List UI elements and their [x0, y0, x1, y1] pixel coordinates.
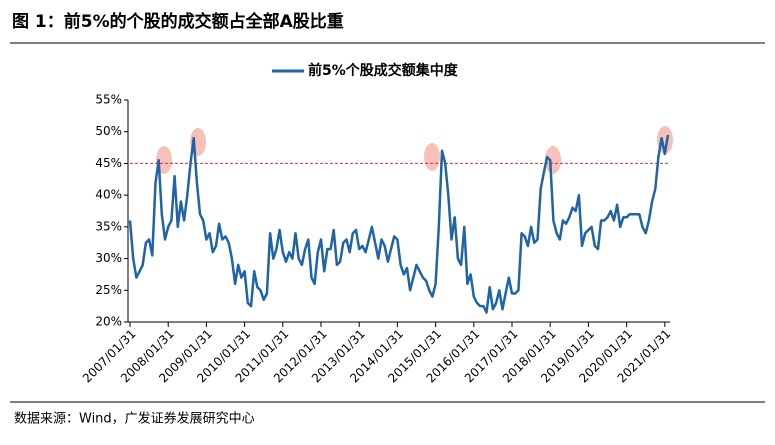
- highlight: [424, 143, 440, 171]
- y-tick-label: 55%: [95, 93, 122, 107]
- legend-label: 前5%个股成交额集中度: [308, 62, 459, 79]
- y-tick-label: 35%: [95, 219, 122, 233]
- source-note: 数据来源：Wind，广发证券发展研究中心: [14, 411, 255, 427]
- y-tick-label: 45%: [95, 156, 122, 170]
- chart-title: 图 1：前5%的个股的成交额占全部A股比重: [12, 11, 344, 32]
- y-tick-label: 30%: [95, 251, 122, 265]
- data-line: [128, 134, 670, 314]
- y-tick-label: 20%: [95, 315, 122, 329]
- y-tick-label: 25%: [95, 283, 122, 297]
- y-tick-label: 40%: [95, 188, 122, 202]
- y-tick-label: 50%: [95, 124, 122, 138]
- highlight: [545, 146, 561, 174]
- highlights: [156, 126, 673, 174]
